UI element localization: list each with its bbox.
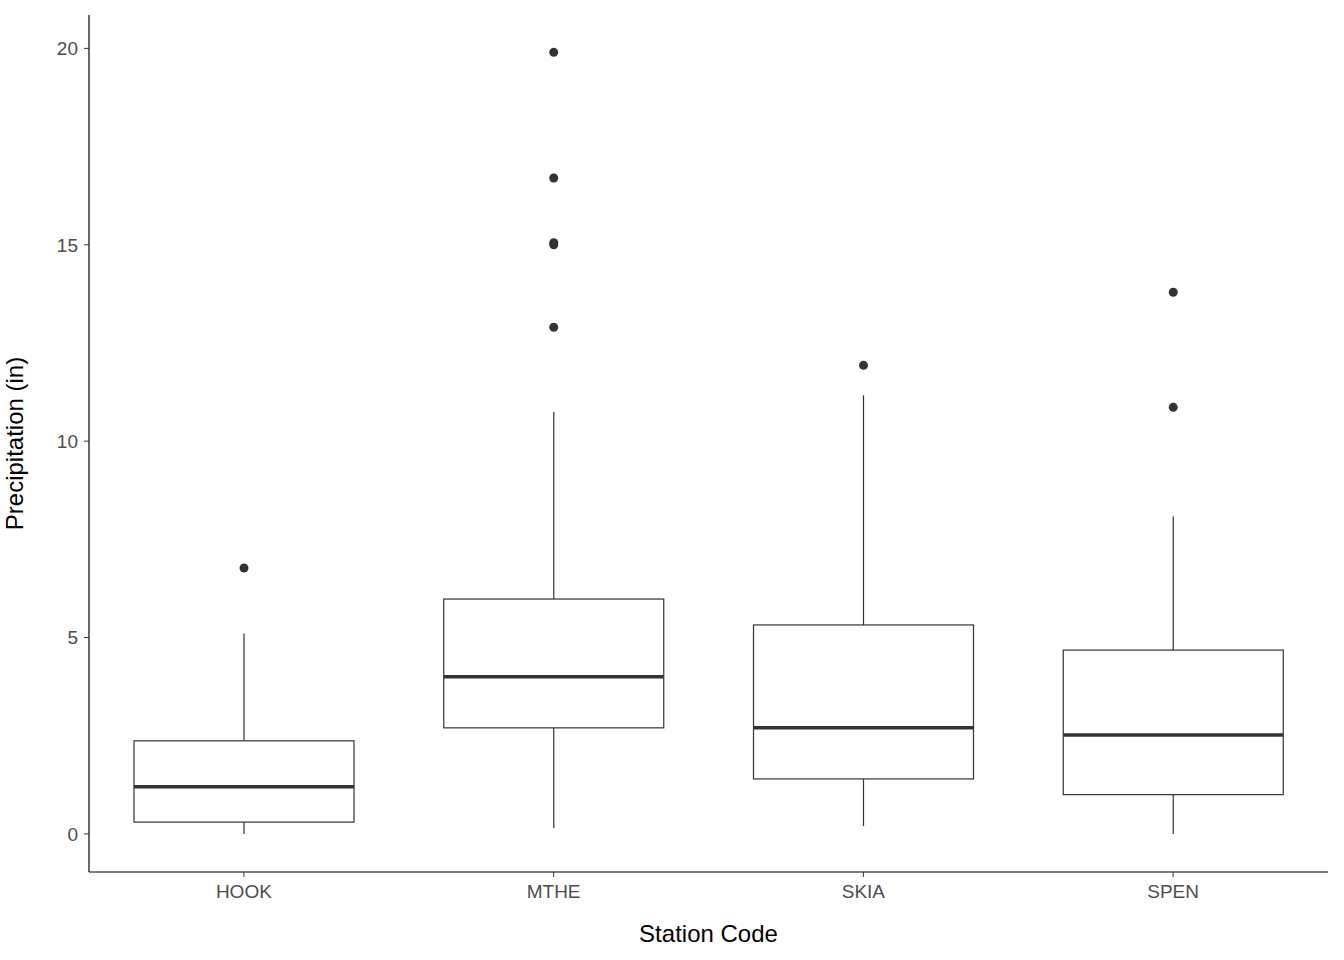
svg-text:20: 20 [57,38,78,59]
svg-text:Precipitation (in): Precipitation (in) [8,357,28,530]
svg-text:SPEN: SPEN [1147,881,1199,902]
svg-text:MTHE: MTHE [527,881,581,902]
svg-text:HOOK: HOOK [216,881,272,902]
svg-text:0: 0 [67,824,78,845]
svg-text:15: 15 [57,235,78,256]
svg-text:SKIA: SKIA [842,881,886,902]
svg-text:10: 10 [57,431,78,452]
svg-text:Station Code: Station Code [639,920,778,947]
svg-text:5: 5 [67,627,78,648]
